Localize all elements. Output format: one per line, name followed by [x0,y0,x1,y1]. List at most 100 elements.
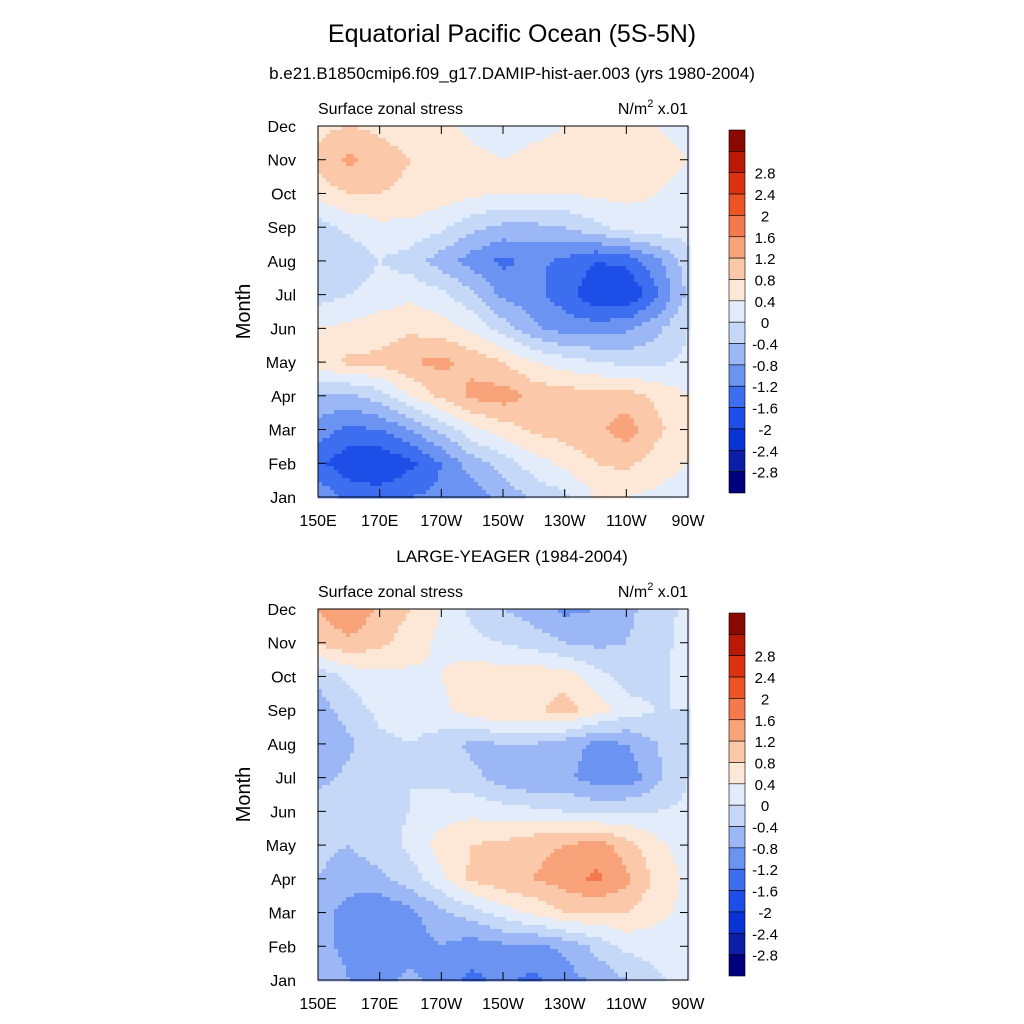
contour-cell [334,198,339,203]
contour-cell [346,134,351,139]
contour-cell [502,242,507,247]
contour-cell [518,310,523,315]
contour-cell [534,222,539,227]
contour-cell [574,326,579,331]
contour-cell [594,138,599,143]
contour-cell [442,186,447,191]
contour-cell [522,202,527,207]
contour-cell [406,246,411,251]
contour-cell [450,178,455,183]
contour-cell [654,162,659,167]
contour-cell [674,278,679,283]
contour-cell [554,134,559,139]
contour-cell [390,318,395,323]
contour-cell [498,186,503,191]
contour-cell [510,326,515,331]
contour-cell [642,262,647,267]
contour-cell [470,306,475,311]
contour-cell [366,326,371,331]
contour-cell [378,314,383,319]
contour-cell [646,330,651,335]
contour-cell [322,206,327,211]
contour-cell [462,338,467,343]
contour-cell [558,206,563,211]
contour-cell [650,230,655,235]
contour-cell [534,178,539,183]
contour-cell [638,306,643,311]
contour-cell [390,294,395,299]
contour-cell [350,174,355,179]
contour-cell [610,214,615,219]
contour-cell [578,334,583,339]
contour-cell [490,162,495,167]
contour-cell [430,282,435,287]
contour-cell [574,222,579,227]
contour-cell [562,298,567,303]
contour-cell [342,306,347,311]
contour-cell [522,234,527,239]
contour-cell [478,206,483,211]
contour-cell [574,258,579,263]
contour-cell [534,130,539,135]
contour-cell [630,286,635,291]
contour-cell [330,238,335,243]
contour-cell [674,298,679,303]
contour-cell [558,226,563,231]
contour-cell [450,318,455,323]
contour-cell [670,210,675,215]
contour-cell [638,282,643,287]
contour-cell [366,258,371,263]
contour-cell [554,222,559,227]
contour-cell [538,330,543,335]
contour-cell [642,314,647,319]
contour-cell [362,298,367,303]
contour-cell [470,230,475,235]
contour-cell [410,154,415,159]
contour-cell [490,190,495,195]
contour-cell [514,298,519,303]
contour-cell [566,174,571,179]
contour-cell [622,202,627,207]
contour-cell [462,282,467,287]
contour-cell [362,130,367,135]
contour-cell [526,130,531,135]
contour-cell [594,254,599,259]
contour-cell [494,126,499,131]
contour-cell [338,318,343,323]
contour-cell [486,162,491,167]
contour-cell [506,294,511,299]
contour-cell [574,282,579,287]
contour-cell [618,310,623,315]
contour-cell [366,198,371,203]
contour-cell [606,302,611,307]
contour-cell [650,258,655,263]
contour-cell [418,182,423,187]
contour-cell [366,210,371,215]
contour-cell [318,270,323,275]
contour-cell [674,290,679,295]
contour-cell [342,174,347,179]
contour-cell [378,174,383,179]
contour-cell [618,250,623,255]
contour-cell [634,258,639,263]
contour-cell [494,254,499,259]
contour-cell [526,238,531,243]
contour-cell [378,202,383,207]
contour-cell [398,202,403,207]
contour-cell [454,262,459,267]
contour-cell [354,210,359,215]
contour-cell [450,310,455,315]
contour-cell [546,330,551,335]
contour-cell [546,294,551,299]
contour-cell [574,286,579,291]
contour-cell [550,254,555,259]
contour-cell [342,230,347,235]
contour-cell [518,166,523,171]
contour-cell [650,302,655,307]
contour-cell [602,310,607,315]
contour-cell [470,190,475,195]
contour-cell [462,166,467,171]
contour-cell [338,158,343,163]
contour-cell [658,254,663,259]
